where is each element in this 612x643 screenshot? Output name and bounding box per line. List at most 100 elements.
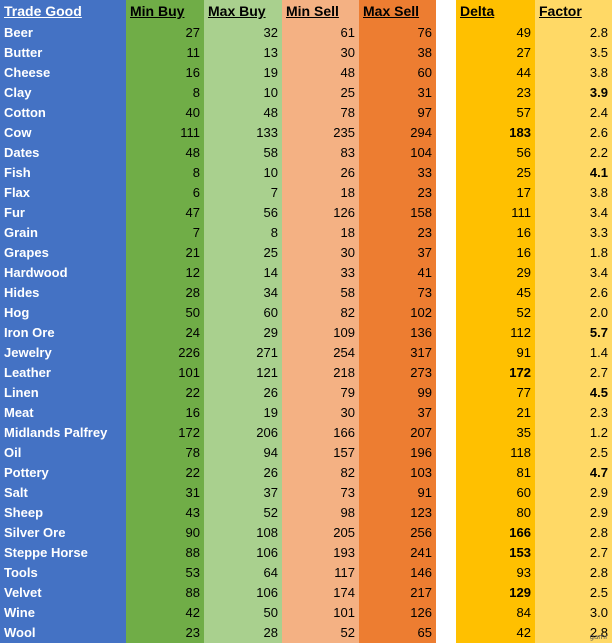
cell-max-buy: 121 — [204, 363, 282, 383]
cell-factor: 1.2 — [535, 423, 612, 443]
cell-trade-good: Fish — [0, 163, 126, 183]
cell-trade-good: Wool — [0, 623, 126, 643]
cell-spacer — [436, 163, 456, 183]
cell-factor: 2.6 — [535, 123, 612, 143]
cell-max-sell: 158 — [359, 203, 436, 223]
cell-max-buy: 29 — [204, 323, 282, 343]
cell-max-sell: 317 — [359, 343, 436, 363]
cell-min-buy: 23 — [126, 623, 204, 643]
cell-max-buy: 28 — [204, 623, 282, 643]
cell-delta: 27 — [456, 43, 535, 63]
cell-trade-good: Fur — [0, 203, 126, 223]
table-row: Flax 6 7 18 23 17 3.8 — [0, 183, 612, 203]
cell-max-sell: 91 — [359, 483, 436, 503]
cell-max-sell: 60 — [359, 63, 436, 83]
table-row: Cotton 40 48 78 97 57 2.4 — [0, 103, 612, 123]
cell-max-buy: 50 — [204, 603, 282, 623]
cell-factor: 4.5 — [535, 383, 612, 403]
cell-max-sell: 37 — [359, 403, 436, 423]
cell-max-sell: 123 — [359, 503, 436, 523]
cell-min-sell: 157 — [282, 443, 359, 463]
cell-min-sell: 82 — [282, 303, 359, 323]
cell-spacer — [436, 263, 456, 283]
cell-max-buy: 206 — [204, 423, 282, 443]
cell-spacer — [436, 403, 456, 423]
cell-trade-good: Hides — [0, 283, 126, 303]
cell-delta: 29 — [456, 263, 535, 283]
table-row: Meat 16 19 30 37 21 2.3 — [0, 403, 612, 423]
cell-factor: 2.4 — [535, 103, 612, 123]
table-row: Grain 7 8 18 23 16 3.3 — [0, 223, 612, 243]
table-row: Beer 27 32 61 76 49 2.8 — [0, 23, 612, 43]
cell-trade-good: Hardwood — [0, 263, 126, 283]
cell-min-buy: 172 — [126, 423, 204, 443]
table-row: Sheep 43 52 98 123 80 2.9 — [0, 503, 612, 523]
header-trade-good: Trade Good — [0, 0, 126, 23]
cell-delta: 80 — [456, 503, 535, 523]
cell-min-buy: 88 — [126, 583, 204, 603]
watermark-text: gamr — [589, 633, 608, 641]
cell-min-sell: 18 — [282, 183, 359, 203]
cell-trade-good: Flax — [0, 183, 126, 203]
table-row: Jewelry 226 271 254 317 91 1.4 — [0, 343, 612, 363]
cell-spacer — [436, 303, 456, 323]
cell-max-buy: 34 — [204, 283, 282, 303]
cell-delta: 23 — [456, 83, 535, 103]
cell-spacer — [436, 103, 456, 123]
cell-min-sell: 78 — [282, 103, 359, 123]
cell-max-buy: 19 — [204, 63, 282, 83]
table-row: Tools 53 64 117 146 93 2.8 — [0, 563, 612, 583]
cell-spacer — [436, 543, 456, 563]
cell-spacer — [436, 223, 456, 243]
cell-max-sell: 73 — [359, 283, 436, 303]
cell-factor: 2.0 — [535, 303, 612, 323]
cell-max-sell: 207 — [359, 423, 436, 443]
cell-delta: 35 — [456, 423, 535, 443]
cell-min-sell: 33 — [282, 263, 359, 283]
cell-max-sell: 256 — [359, 523, 436, 543]
cell-max-buy: 26 — [204, 463, 282, 483]
cell-max-buy: 58 — [204, 143, 282, 163]
cell-min-sell: 58 — [282, 283, 359, 303]
cell-max-buy: 25 — [204, 243, 282, 263]
cell-delta: 166 — [456, 523, 535, 543]
cell-trade-good: Linen — [0, 383, 126, 403]
cell-max-buy: 10 — [204, 83, 282, 103]
cell-delta: 118 — [456, 443, 535, 463]
cell-min-buy: 226 — [126, 343, 204, 363]
cell-factor: 1.4 — [535, 343, 612, 363]
cell-min-sell: 26 — [282, 163, 359, 183]
cell-spacer — [436, 183, 456, 203]
cell-min-buy: 31 — [126, 483, 204, 503]
cell-factor: 3.8 — [535, 183, 612, 203]
cell-factor: 1.8 — [535, 243, 612, 263]
cell-factor: 3.5 — [535, 43, 612, 63]
cell-min-sell: 83 — [282, 143, 359, 163]
cell-delta: 42 — [456, 623, 535, 643]
cell-trade-good: Clay — [0, 83, 126, 103]
cell-spacer — [436, 63, 456, 83]
cell-delta: 52 — [456, 303, 535, 323]
cell-spacer — [436, 523, 456, 543]
cell-delta: 129 — [456, 583, 535, 603]
cell-trade-good: Cow — [0, 123, 126, 143]
table-row: Wool 23 28 52 65 42 2.8 — [0, 623, 612, 643]
cell-delta: 91 — [456, 343, 535, 363]
cell-delta: 45 — [456, 283, 535, 303]
cell-delta: 25 — [456, 163, 535, 183]
cell-spacer — [436, 623, 456, 643]
header-min-buy: Min Buy — [126, 0, 204, 23]
cell-max-sell: 99 — [359, 383, 436, 403]
cell-trade-good: Jewelry — [0, 343, 126, 363]
cell-trade-good: Velvet — [0, 583, 126, 603]
cell-spacer — [436, 203, 456, 223]
cell-trade-good: Cheese — [0, 63, 126, 83]
cell-min-sell: 73 — [282, 483, 359, 503]
cell-min-buy: 22 — [126, 383, 204, 403]
cell-delta: 81 — [456, 463, 535, 483]
cell-spacer — [436, 443, 456, 463]
cell-spacer — [436, 343, 456, 363]
cell-min-sell: 235 — [282, 123, 359, 143]
cell-max-buy: 64 — [204, 563, 282, 583]
cell-spacer — [436, 463, 456, 483]
